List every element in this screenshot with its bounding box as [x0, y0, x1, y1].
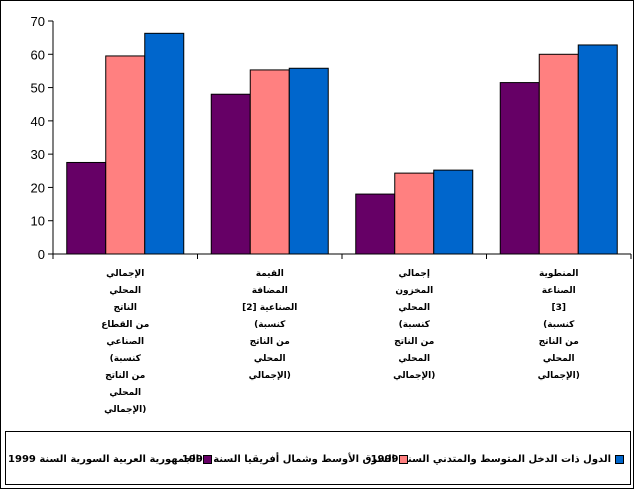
bar-series-3-cat-2: [288, 67, 329, 255]
category-label-line: الإجمالي): [393, 371, 435, 381]
category-label-line: الإجمالي: [106, 269, 144, 279]
category-label-line: الناتج: [114, 303, 137, 313]
category-label-4: المنطوية الصناعة [3] (كنسبة من الناتج المحلي ا…: [538, 269, 580, 381]
category-label-1: الإجمالي المحلي الناتج من القطاع الصناعي (كنس…: [101, 269, 149, 415]
category-label-line: الإجمالي): [249, 371, 291, 381]
category-label-line: المحلي: [398, 354, 430, 364]
category-label-3: إجمالي المخزون المحلي (كنسبة من الناتج المحلي…: [393, 269, 435, 381]
bar-series-3-cat-4: [577, 44, 618, 255]
bar-series-2-cat-4: [538, 53, 579, 255]
bar-series-2-cat-1: [105, 55, 146, 255]
category-label-line: الصناعية [2]: [242, 303, 297, 313]
legend-label-series-1: الجمهورية العربية السورية السنة 1999: [8, 453, 199, 465]
category-label-line: المخزون: [395, 286, 433, 296]
x-axis: [52, 253, 632, 259]
category-label-line: من الناتج: [250, 337, 290, 347]
bars: [66, 32, 618, 255]
category-label-line: من الناتج: [105, 371, 145, 381]
y-tick-label: 70: [31, 14, 45, 29]
bar-series-1-cat-1: [66, 161, 107, 255]
legend-swatch-series-1: [203, 454, 212, 464]
y-tick-label: 20: [31, 180, 45, 195]
category-label-line: المحلي: [543, 354, 575, 364]
category-label-line: الإجمالي): [538, 371, 580, 381]
legend-swatch-series-2: [399, 454, 408, 464]
category-labels: الإجمالي المحلي الناتج من القطاع الصناعي (كنس…: [101, 269, 580, 415]
bar-series-2-cat-3: [394, 172, 435, 255]
bar-series-1-cat-4: [499, 82, 540, 255]
bar-series-1-cat-2: [210, 93, 251, 255]
category-label-line: الإجمالي): [104, 405, 146, 415]
category-label-line: المحلي: [109, 388, 141, 398]
category-label-line: المحلي: [398, 303, 430, 313]
category-label-line: [3]: [552, 303, 567, 313]
category-label-line: الصناعي: [106, 337, 144, 347]
legend-label-series-3: الدول ذات الدخل المتوسط والمتدني السنة 1…: [370, 453, 611, 465]
category-label-line: (كنسبة: [399, 320, 431, 330]
category-label-line: المحلي: [109, 286, 141, 296]
bar-chart: 0 10 20 30 40 50 60 70 الإجمالي المحلي الناتج من ا…: [31, 14, 632, 415]
bar-series-1-cat-3: [355, 193, 396, 255]
category-label-line: المضافة: [252, 286, 288, 296]
category-label-line: الصناعة: [542, 286, 576, 296]
bar-series-3-cat-1: [144, 32, 185, 255]
category-label-line: من القطاع: [101, 320, 149, 330]
y-tick-label: 40: [31, 114, 45, 129]
legend-item-series-2: الشرق الأوسط وشمال أفريقيا السنة 1999: [182, 452, 408, 466]
legend-item-series-1: الجمهورية العربية السورية السنة 1999: [8, 452, 212, 466]
category-label-line: المنطوية: [539, 269, 578, 279]
y-tick-label: 10: [31, 214, 45, 229]
category-label-line: (كنسبة: [543, 320, 575, 330]
legend-label-series-2: الشرق الأوسط وشمال أفريقيا السنة 1999: [181, 453, 395, 465]
category-label-line: المحلي: [254, 354, 286, 364]
legend-item-series-3: الدول ذات الدخل المتوسط والمتدني السنة 1…: [371, 452, 624, 466]
y-tick-label: 30: [31, 147, 45, 162]
category-label-line: (كنسبة: [110, 354, 142, 364]
category-label-line: (كنسبة: [254, 320, 286, 330]
category-label-line: القيمة: [256, 269, 284, 279]
category-label-line: من الناتج: [394, 337, 434, 347]
y-tick-label: 0: [38, 247, 45, 262]
legend: الدول ذات الدخل المتوسط والمتدني السنة 1…: [5, 431, 631, 485]
category-label-line: من الناتج: [539, 337, 579, 347]
bar-series-2-cat-2: [249, 69, 290, 255]
category-label-line: إجمالي: [399, 269, 430, 279]
legend-swatch-series-3: [615, 454, 624, 464]
bar-series-3-cat-3: [433, 169, 474, 255]
y-tick-label: 60: [31, 47, 45, 62]
y-axis: 0 10 20 30 40 50 60 70: [31, 14, 54, 262]
y-tick-label: 50: [31, 81, 45, 96]
category-label-2: القيمة المضافة الصناعية [2] (كنسبة من الناتج…: [242, 269, 297, 381]
